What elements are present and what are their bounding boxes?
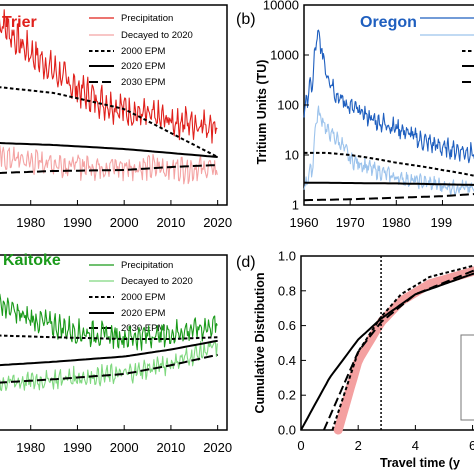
x-tick-label: 2010 bbox=[156, 215, 185, 230]
panel-a-frame bbox=[0, 4, 228, 206]
y-tick-label: 0.8 bbox=[278, 283, 296, 298]
legend-label-decayed: Decayed to 2020 bbox=[121, 276, 193, 287]
x-tick-label: 1970 bbox=[336, 215, 365, 230]
x-tick-label: 2020 bbox=[203, 440, 232, 455]
y-tick-label: 10000 bbox=[263, 0, 299, 13]
panel-c-title: Kaitoke bbox=[3, 252, 61, 269]
panel-d-ticks: 1.0 0.8 0.6 0.4 0.2 0.00 2 4 6 bbox=[278, 249, 474, 454]
series-line-decayed-to-2020 bbox=[0, 145, 218, 185]
series-line-decayed-to-2020 bbox=[303, 105, 474, 196]
x-tick-label: 1990 bbox=[63, 440, 92, 455]
x-tick-label: 1980 bbox=[16, 440, 45, 455]
panel-d-frame bbox=[300, 255, 474, 431]
legend-label-2020-epm: 2020 EPM bbox=[121, 308, 165, 319]
panel-c-x-ticks: 1980 1990 2000 2010 2020 bbox=[16, 425, 232, 455]
y-tick-label: 1000 bbox=[270, 48, 299, 63]
panel-d: (d) Cumulative Distribution 1.0 0.8 0.6 0.4… bbox=[236, 249, 474, 470]
panel-b-series bbox=[303, 29, 474, 202]
y-tick-label: 100 bbox=[277, 98, 299, 113]
x-tick-label: 4 bbox=[412, 438, 419, 453]
panel-a: Trier Precipitation Decayed to 2020 2000… bbox=[0, 4, 232, 230]
y-tick-label: 1 bbox=[292, 198, 299, 213]
panel-d-legend-box bbox=[460, 334, 474, 421]
series-line-decayed-to-2020 bbox=[0, 340, 218, 392]
legend-label-decayed: Decayed to 2020 bbox=[121, 30, 193, 41]
legend-label-precipitation: Precipitation bbox=[121, 13, 173, 24]
series-line-2030-epm bbox=[0, 164, 218, 174]
series-line-2000-epm bbox=[0, 334, 218, 340]
legend-label-2000-epm: 2000 EPM bbox=[121, 292, 165, 303]
y-tick-label: 10 bbox=[285, 148, 299, 163]
x-tick-label: 1990 bbox=[63, 215, 92, 230]
series-line-precipitation bbox=[0, 293, 218, 351]
y-tick-label: 0.4 bbox=[278, 353, 296, 368]
y-tick-label: 0.0 bbox=[278, 423, 296, 438]
y-tick-label: 1.0 bbox=[278, 249, 296, 264]
panel-b: (b) Tritium Units (TU) Oregon 1000010001… bbox=[236, 0, 474, 230]
y-tick-label: 0.6 bbox=[278, 318, 296, 333]
legend-label-2000-epm: 2000 EPM bbox=[121, 46, 165, 57]
panel-b-label: (b) bbox=[236, 11, 256, 28]
panel-b-y-axis-label: Tritium Units (TU) bbox=[255, 60, 269, 165]
series-line-2020-epm bbox=[0, 339, 218, 367]
series-line-2030-epm bbox=[0, 353, 218, 384]
panel-d-series bbox=[300, 256, 474, 435]
series-line-precipitation bbox=[303, 29, 474, 164]
panel-d-label: (d) bbox=[236, 254, 256, 271]
series-line-2020-epm bbox=[300, 272, 474, 431]
legend-label-2020-epm: 2020 EPM bbox=[121, 61, 165, 72]
panel-c: Kaitoke Precipitation Decayed to 2020 20… bbox=[0, 252, 232, 455]
series-band bbox=[333, 266, 474, 435]
x-tick-label: 2 bbox=[355, 438, 362, 453]
panel-a-x-ticks: 1980 1990 2000 2010 2020 bbox=[16, 200, 232, 230]
x-tick-label: 199 bbox=[430, 215, 452, 230]
x-tick-label: 1960 bbox=[290, 215, 319, 230]
series-line-2000-epm bbox=[0, 86, 219, 158]
legend-label-2030-epm: 2030 EPM bbox=[121, 77, 165, 88]
panel-c-series bbox=[0, 293, 218, 392]
series-line-2020-epm bbox=[0, 142, 218, 158]
series-line-precipitation bbox=[0, 9, 218, 144]
panel-d-x-axis-label: Travel time (y bbox=[380, 456, 460, 470]
panel-d-y-axis-label: Cumulative Distribution bbox=[253, 273, 267, 414]
panel-a-series bbox=[0, 9, 219, 185]
x-tick-label: 2000 bbox=[110, 215, 139, 230]
x-tick-label: 2010 bbox=[156, 440, 185, 455]
x-tick-label: 2000 bbox=[110, 440, 139, 455]
x-tick-label: 2020 bbox=[203, 215, 232, 230]
x-tick-label: 6 bbox=[469, 438, 474, 453]
panel-b-title: Oregon bbox=[360, 14, 417, 31]
series-line-2000-epm bbox=[304, 151, 474, 177]
series-line-2030-epm bbox=[303, 193, 474, 202]
panel-b-ticks: 10000 1000 100 10 1 1960 1970 1980 199 bbox=[263, 0, 452, 230]
series-line-2030-epm bbox=[322, 269, 474, 431]
x-tick-label: 1980 bbox=[16, 215, 45, 230]
series-line-2020-epm bbox=[303, 181, 474, 186]
panel-a-legend: Precipitation Decayed to 2020 2000 EPM 2… bbox=[89, 13, 193, 88]
panel-c-frame bbox=[0, 254, 228, 431]
x-tick-label: 0 bbox=[297, 438, 304, 453]
legend-label-precipitation: Precipitation bbox=[121, 260, 173, 271]
y-tick-label: 0.2 bbox=[278, 388, 296, 403]
panel-a-title: Trier bbox=[2, 14, 37, 31]
x-tick-label: 1980 bbox=[382, 215, 411, 230]
